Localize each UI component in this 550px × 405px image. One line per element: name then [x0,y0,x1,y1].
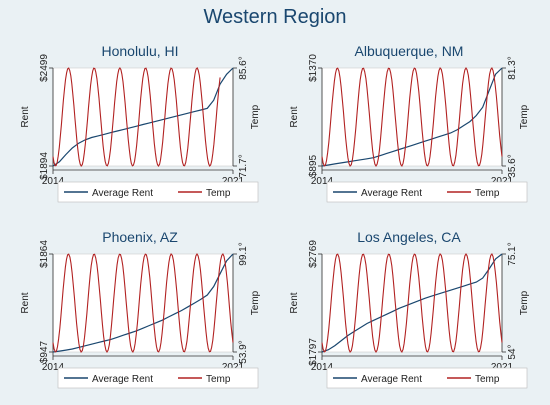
right-tick-label: 81.3° [507,56,518,79]
legend-label-rent: Average Rent [361,374,422,385]
chart-panel-los-angeles: Los Angeles, CA 2014 2021 $1797 $2769 Rent 54°… [277,224,542,402]
legend-box [326,367,528,389]
x-tick-label: 2021 [222,362,245,373]
panel-title: Honolulu, HI [101,43,178,59]
left-tick-label: $1797 [308,338,319,366]
chart-svg-albuquerque: Albuquerque, NM 2014 2021 $895 $1370 Rent 35.6… [289,43,530,203]
chart-svg-honolulu: Honolulu, HI 2014 2021 $1894 $2499 Rent 71.7° 8… [20,43,261,203]
legend-box [57,181,259,203]
legend-label-rent: Average Rent [92,374,153,385]
legend-label-temp: Temp [475,374,500,385]
x-tick-label: 2021 [491,176,514,187]
legend-box [57,367,259,389]
x-tick-label: 2021 [222,176,245,187]
legend-box [326,181,528,203]
legend-label-rent: Average Rent [361,188,422,199]
right-tick-label: 71.7° [238,154,249,177]
temp-line [321,252,503,354]
plot-area [52,253,234,353]
right-tick-label: 75.1° [507,242,518,265]
left-tick-label: $895 [308,154,319,177]
right-tick-label: 53.9° [238,340,249,363]
left-tick-label: $1370 [308,54,319,82]
temp-line [52,66,221,167]
rent-line [321,253,503,353]
panel-title: Los Angeles, CA [357,229,461,245]
chart-panel-honolulu: Honolulu, HI 2014 2021 $1894 $2499 Rent 71.7° 8… [8,38,273,216]
left-axis-label: Rent [20,292,31,313]
chart-panel-albuquerque: Albuquerque, NM 2014 2021 $895 $1370 Rent 35.6… [277,38,542,216]
chart-svg-los-angeles: Los Angeles, CA 2014 2021 $1797 $2769 Rent 54°… [289,229,530,389]
x-tick-label: 2014 [311,176,334,187]
right-axis-label: Temp [519,290,530,315]
chart-panel-phoenix: Phoenix, AZ 2014 2021 $947 $1864 Rent 53.9° 99.… [8,224,273,402]
left-tick-label: $1894 [39,152,50,180]
chart-svg-phoenix: Phoenix, AZ 2014 2021 $947 $1864 Rent 53.9° 99.… [20,229,261,389]
x-tick-label: 2021 [491,362,514,373]
right-tick-label: 85.6° [238,56,249,79]
left-tick-label: $2499 [39,54,50,82]
left-tick-label: $2769 [308,240,319,268]
left-tick-label: $1864 [39,240,50,268]
figure-title: Western Region [203,6,347,28]
legend-label-temp: Temp [475,188,500,199]
left-axis-label: Rent [289,292,300,313]
left-axis-label: Rent [289,106,300,127]
right-tick-label: 54° [507,344,518,359]
legend-label-temp: Temp [206,188,231,199]
right-tick-label: 99.1° [238,242,249,265]
legend-label-temp: Temp [206,374,231,385]
right-tick-label: 35.6° [507,154,518,177]
x-tick-label: 2014 [42,176,65,187]
right-axis-label: Temp [250,290,261,315]
legend-label-rent: Average Rent [92,188,153,199]
x-tick-label: 2014 [42,362,65,373]
left-axis-label: Rent [20,106,31,127]
right-axis-label: Temp [250,104,261,129]
temp-line [52,252,234,354]
panel-title: Phoenix, AZ [102,229,178,245]
plot-area [52,67,234,167]
right-axis-label: Temp [519,104,530,129]
panel-title: Albuquerque, NM [355,43,464,59]
temp-line [321,66,503,168]
x-tick-label: 2014 [311,362,334,373]
left-tick-label: $947 [39,340,50,363]
